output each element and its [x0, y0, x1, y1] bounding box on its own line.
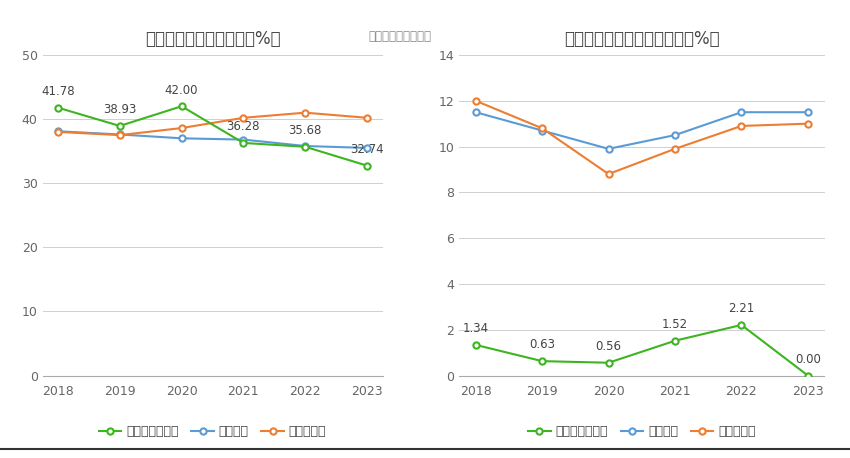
Text: 1.34: 1.34	[462, 322, 489, 335]
Text: 36.28: 36.28	[227, 120, 260, 133]
Title: 近年来有息资产负债率情况（%）: 近年来有息资产负债率情况（%）	[564, 30, 720, 48]
Text: 38.93: 38.93	[103, 103, 137, 116]
Text: 数据来源：恒生聚源: 数据来源：恒生聚源	[368, 30, 431, 43]
Legend: 有息资产负债率, 行业均值, 行业中位数: 有息资产负债率, 行业均值, 行业中位数	[523, 420, 761, 443]
Text: 41.78: 41.78	[41, 85, 75, 98]
Title: 近年来资产负债率情况（%）: 近年来资产负债率情况（%）	[144, 30, 280, 48]
Legend: 公司资产负债率, 行业均值, 行业中位数: 公司资产负债率, 行业均值, 行业中位数	[94, 420, 332, 443]
Text: 35.68: 35.68	[288, 124, 322, 137]
Text: 2.21: 2.21	[728, 302, 755, 315]
Text: 42.00: 42.00	[165, 83, 198, 97]
Text: 0.56: 0.56	[596, 340, 621, 353]
Text: 0.00: 0.00	[795, 353, 821, 366]
Text: 1.52: 1.52	[662, 318, 688, 331]
Text: 0.63: 0.63	[529, 338, 555, 351]
Text: 32.74: 32.74	[350, 143, 384, 156]
